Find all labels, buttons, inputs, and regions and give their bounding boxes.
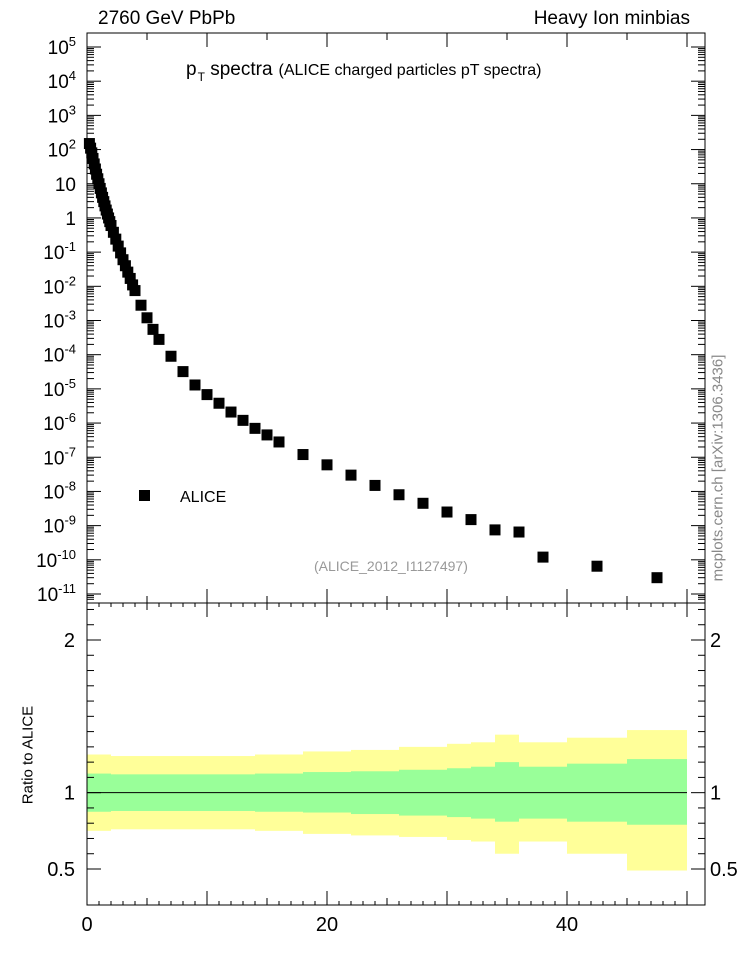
data-point-41 — [261, 429, 273, 441]
plot-frames — [86, 32, 706, 906]
main-ytick-label-10: 10-1 — [43, 239, 76, 264]
data-point-29 — [135, 299, 147, 311]
data-point-48 — [417, 497, 429, 509]
data-point-53 — [537, 551, 549, 563]
data-point-33 — [165, 350, 177, 362]
data-point-2 — [86, 147, 98, 159]
header-right-label: Heavy Ion minbias — [533, 8, 690, 29]
main-ytick-label-11: 1 — [65, 209, 76, 230]
ratio-ytick-label-right-2: 2 — [710, 630, 721, 652]
watermark: mcplots.cern.ch [arXiv:1306.3436] — [709, 354, 727, 582]
main-ytick-label-13: 102 — [48, 137, 76, 162]
data-point-42 — [273, 436, 285, 448]
data-point-52 — [513, 526, 525, 538]
data-point-19 — [107, 226, 119, 238]
data-point-55 — [651, 572, 663, 584]
ratio-band-inner-9 — [495, 762, 519, 822]
data-point-50 — [465, 514, 477, 526]
main-ytick-label-8: 10-3 — [43, 308, 76, 333]
data-point-22 — [115, 247, 127, 259]
ratio-ytick-label-right-0: 0.5 — [710, 859, 738, 881]
title-main-rest: spectra — [204, 59, 273, 80]
data-point-38 — [225, 406, 237, 418]
title-main: p — [186, 59, 197, 80]
data-point-35 — [189, 379, 201, 391]
data-point-36 — [201, 389, 213, 401]
data-point-47 — [393, 489, 405, 501]
main-ytick-label-3: 10-8 — [43, 478, 76, 503]
main-ytick-label-7: 10-4 — [43, 342, 76, 367]
main-ytick-label-6: 10-5 — [43, 376, 76, 401]
data-point-43 — [297, 449, 309, 461]
axis-ticks — [86, 33, 705, 905]
data-point-20 — [110, 233, 122, 245]
data-point-46 — [369, 479, 381, 491]
ratio-ytick-label-right-1: 1 — [710, 783, 721, 805]
data-point-28 — [129, 285, 141, 297]
ratio-ytick-label-left-1: 1 — [64, 783, 75, 805]
data-point-27 — [127, 279, 139, 291]
data-point-45 — [345, 469, 357, 481]
data-point-24 — [119, 260, 131, 272]
header-left-label: 2760 GeV PbPb — [98, 8, 236, 29]
ratio-panel-frame — [86, 602, 706, 906]
main-ytick-label-5: 10-6 — [43, 410, 76, 435]
main-ytick-label-15: 104 — [48, 68, 76, 93]
ratio-bands — [87, 730, 687, 871]
main-ytick-label-4: 10-7 — [43, 444, 76, 469]
data-point-44 — [321, 459, 333, 471]
main-ytick-label-2: 10-9 — [43, 513, 76, 538]
data-point-31 — [147, 323, 159, 335]
legend: ALICE — [139, 489, 226, 507]
legend-marker — [139, 490, 150, 501]
ratio-ytick-label-left-2: 2 — [64, 630, 75, 652]
main-panel-frame — [86, 32, 706, 604]
legend-label: ALICE — [180, 489, 227, 506]
data-point-54 — [591, 560, 603, 572]
main-ytick-label-1: 10-10 — [36, 547, 76, 572]
data-point-37 — [213, 397, 225, 409]
ratio-xtick-label-0: 0 — [81, 914, 92, 936]
ratio-axis-label: Ratio to ALICE — [19, 705, 37, 805]
data-point-30 — [141, 312, 153, 324]
data-point-26 — [124, 272, 136, 284]
chart-title: pT spectra (ALICE charged particles pT sp… — [186, 59, 542, 84]
data-point-32 — [153, 333, 165, 345]
data-point-40 — [249, 422, 261, 434]
ratio-ytick-label-left-0: 0.5 — [47, 859, 75, 881]
analysis-id: (ALICE_2012_I1127497) — [314, 558, 468, 574]
data-point-34 — [177, 366, 189, 378]
main-ytick-label-0: 10-11 — [37, 581, 76, 606]
title-subscript: T — [197, 70, 205, 84]
main-ytick-label-12: 10 — [55, 175, 76, 196]
title-description: (ALICE charged particles pT spectra) — [278, 62, 542, 79]
ratio-xtick-label-1: 20 — [316, 914, 338, 936]
data-point-21 — [112, 240, 124, 252]
main-ytick-label-14: 103 — [48, 102, 76, 127]
data-point-23 — [117, 254, 129, 266]
data-markers — [83, 138, 663, 584]
data-point-51 — [489, 524, 501, 536]
data-point-25 — [122, 266, 134, 278]
data-point-18 — [105, 220, 117, 232]
axis-tick-labels: 10-1110-1010-910-810-710-610-510-410-310… — [36, 34, 738, 936]
main-ytick-label-9: 10-2 — [43, 273, 76, 298]
data-point-39 — [237, 414, 249, 426]
data-point-49 — [441, 506, 453, 518]
ratio-xtick-label-2: 40 — [556, 914, 578, 936]
ratio-band-inner-12 — [627, 759, 687, 825]
main-ytick-label-16: 105 — [48, 34, 76, 59]
